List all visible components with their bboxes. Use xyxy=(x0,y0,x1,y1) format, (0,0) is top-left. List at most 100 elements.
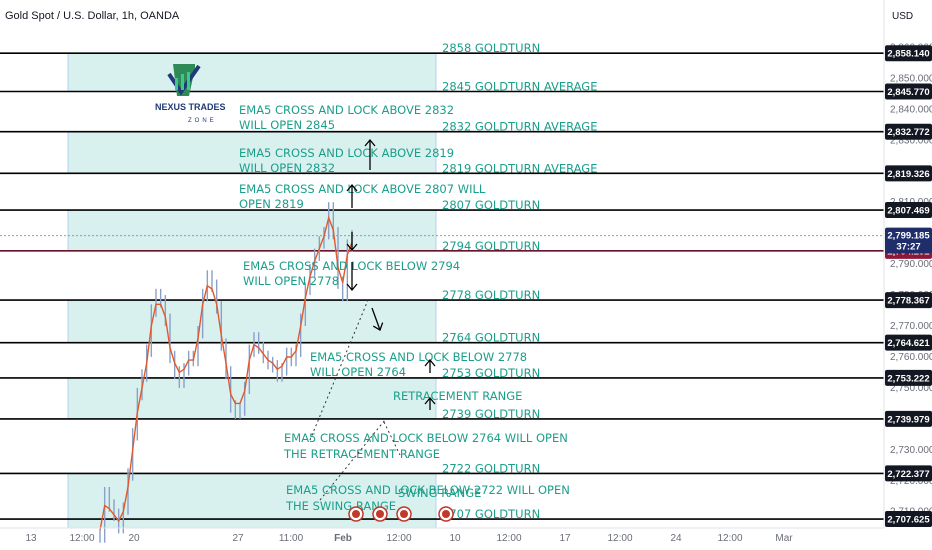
price-badge[interactable] xyxy=(885,465,932,482)
level-label: 2778 GOLDTURN xyxy=(442,288,540,302)
x-tick-label: 12:00 xyxy=(386,533,411,544)
zone-box xyxy=(67,377,437,420)
y-tick-label: 2,790.000 xyxy=(890,259,932,270)
annotation-note-line1: EMA5 CROSS AND LOCK ABOVE 2819 xyxy=(239,146,454,160)
level-label: 2739 GOLDTURN xyxy=(442,407,540,421)
y-tick-label: 2,770.000 xyxy=(890,321,932,332)
y-tick-label: 2,750.000 xyxy=(890,383,932,394)
x-tick-label: 12:00 xyxy=(496,533,521,544)
logo-sub: ZONE xyxy=(188,118,217,124)
x-tick-label: 17 xyxy=(559,533,571,544)
arrowhead-icon xyxy=(364,138,376,147)
x-tick-label: 10 xyxy=(449,533,461,544)
logo-bar-icon xyxy=(187,72,190,90)
zone-box xyxy=(67,52,437,92)
price-badge[interactable] xyxy=(885,410,932,427)
price-badge[interactable] xyxy=(885,292,932,309)
annotation-note-line1: RETRACEMENT RANGE xyxy=(393,389,522,403)
projection-path xyxy=(383,421,401,456)
arrowhead-icon xyxy=(424,396,436,405)
nexus-trades-logo: NEXUS TRADES ZONE xyxy=(155,64,226,124)
zone-box xyxy=(67,209,437,252)
price-badge-text: 2,858.140 xyxy=(887,49,929,60)
current-price-text: 2,799.185 xyxy=(887,231,930,242)
arrowhead-icon xyxy=(346,243,358,252)
arrowhead-icon xyxy=(346,183,358,192)
y-tick-label: 2,760.000 xyxy=(890,352,932,363)
price-badge-text: 2,832.772 xyxy=(887,127,929,138)
level-label: 2794 GOLDTURN xyxy=(442,239,540,253)
annotation-note-line2: WILL OPEN 2845 xyxy=(239,118,335,132)
annotation-note-line1: EMA5 CROSS AND LOCK ABOVE 2807 WILL xyxy=(239,182,486,196)
level-label: 2707 GOLDTURN xyxy=(442,507,540,521)
projection-path xyxy=(309,299,369,441)
series-layer xyxy=(99,202,353,543)
arrowhead-icon xyxy=(346,283,358,292)
currency-label[interactable]: USD xyxy=(892,11,913,22)
level-label: 2819 GOLDTURN AVERAGE xyxy=(442,161,597,175)
zones-layer xyxy=(67,52,437,529)
price-badge[interactable] xyxy=(885,202,932,219)
price-badge-text: 2,807.469 xyxy=(887,206,929,217)
price-badge[interactable] xyxy=(885,511,932,528)
price-badge[interactable] xyxy=(885,369,932,386)
ema5-line xyxy=(99,215,353,531)
x-tick-label: 11:00 xyxy=(279,533,304,544)
price-badge[interactable] xyxy=(885,83,932,100)
event-flag-dot xyxy=(400,510,408,518)
projection-path xyxy=(319,419,386,501)
zone-box xyxy=(67,299,437,344)
level-label: 2807 GOLDTURN xyxy=(442,198,540,212)
price-badge-text: 2,819.326 xyxy=(887,169,929,180)
time-scale[interactable]: 13 12:00 20 27 11:00 Feb 12:00 10 12:00 17 12:00 24… xyxy=(25,533,793,544)
annotation-note-line2: THE RETRACEMENT RANGE xyxy=(283,447,440,461)
x-tick-label: Mar xyxy=(775,533,793,544)
countdown-text: 37:27 xyxy=(896,242,920,253)
y-tick-label: 2,850.000 xyxy=(890,73,932,84)
logo-check-icon xyxy=(167,64,201,96)
y-tick-label: 2,830.000 xyxy=(890,135,932,146)
x-tick-label: 12:00 xyxy=(607,533,632,544)
logo-bar-icon xyxy=(181,74,184,90)
annotation-note-line2: OPEN 2819 xyxy=(239,197,304,211)
level-label: 2722 GOLDTURN xyxy=(442,461,540,475)
price-badge-text: 2,707.625 xyxy=(887,515,930,526)
annotation-note-line1: EMA5 CROSS AND LOCK BELOW 2722 WILL OPEN xyxy=(286,483,570,497)
price-badges: 2,858.140 2,845.770 2,832.772 2,819.326 2,80… xyxy=(885,45,932,528)
x-tick-label: 12:00 xyxy=(717,533,742,544)
arrow-icon xyxy=(371,307,381,331)
current-price-badge[interactable] xyxy=(885,227,932,254)
price-badge[interactable] xyxy=(885,165,932,182)
x-tick-label: 12:00 xyxy=(69,533,94,544)
price-badge-text: 2,753.222 xyxy=(887,373,929,384)
price-badge-text: 2,764.621 xyxy=(887,338,930,349)
arrowhead-icon xyxy=(424,358,436,367)
price-badge[interactable] xyxy=(885,123,932,140)
x-tick-label: 27 xyxy=(232,533,244,544)
x-tick-label: 24 xyxy=(670,533,682,544)
y-tick-label: 2,840.000 xyxy=(890,104,932,115)
event-flag-dot xyxy=(352,510,360,518)
price-badge-text: 2,722.377 xyxy=(887,469,929,480)
price-badge[interactable] xyxy=(885,45,932,62)
annotation-note-line1: SWING RANGE xyxy=(398,486,481,500)
x-tick-label: Feb xyxy=(334,533,352,544)
arrowhead-icon xyxy=(372,322,384,331)
event-flag-dot xyxy=(376,510,384,518)
price-badge-text: 2,845.770 xyxy=(887,87,929,98)
annotation-note-line1: EMA5 CROSS AND LOCK BELOW 2764 WILL OPEN xyxy=(284,431,568,445)
price-badge-text: 2,739.979 xyxy=(887,414,929,425)
price-badge[interactable] xyxy=(885,334,932,351)
level-label: 2845 GOLDTURN AVERAGE xyxy=(442,80,597,94)
y-tick-label: 2,730.000 xyxy=(890,445,932,456)
annotation-note-line2: WILL OPEN 2778 xyxy=(243,274,339,288)
annotation-note-line1: EMA5 CROSS AND LOCK BELOW 2778 xyxy=(310,350,527,364)
x-tick-label: 13 xyxy=(25,533,37,544)
price-badge-text: 2,778.367 xyxy=(887,296,929,307)
annotation-note-line2: THE SWING RANGE xyxy=(285,499,396,513)
logo-name: NEXUS TRADES xyxy=(155,102,226,112)
event-flag-dot xyxy=(442,510,450,518)
